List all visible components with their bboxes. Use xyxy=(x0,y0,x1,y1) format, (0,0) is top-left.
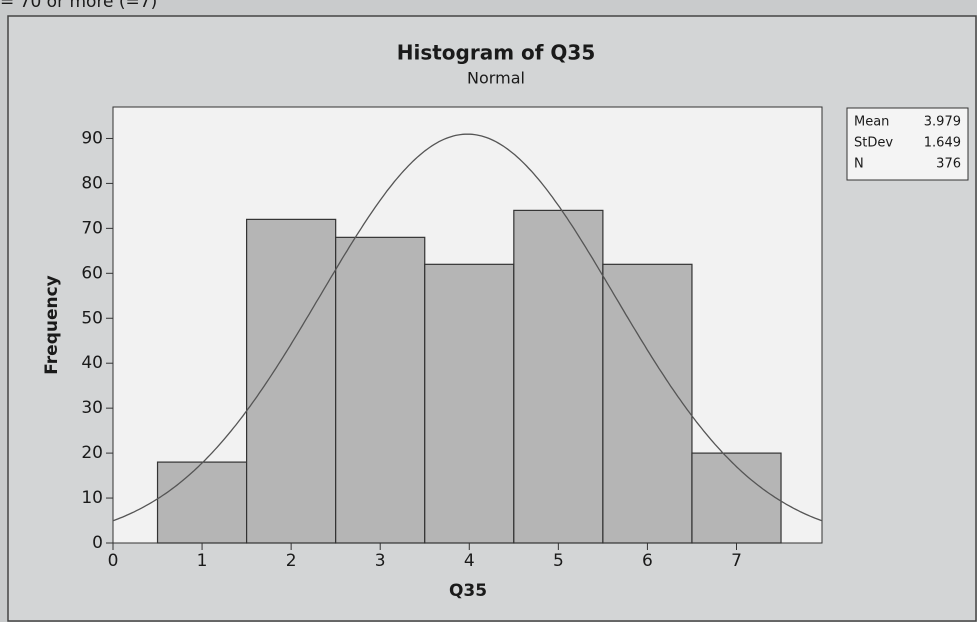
y-tick-label: 40 xyxy=(81,353,103,373)
y-tick-label: 80 xyxy=(81,173,103,193)
bar xyxy=(513,209,604,544)
stat-label: Mean xyxy=(854,115,889,130)
chart-subtitle: Normal xyxy=(467,69,525,88)
y-tick-label: 70 xyxy=(81,218,103,238)
y-tick-label: 20 xyxy=(81,443,103,463)
bar xyxy=(246,218,337,544)
y-tick-label: 50 xyxy=(81,308,103,328)
y-tick-label: 30 xyxy=(81,398,103,418)
page-text: = 70 or more (=7) xyxy=(0,0,157,12)
bar xyxy=(335,236,426,544)
y-tick-label: 0 xyxy=(92,533,103,553)
y-tick-label: 10 xyxy=(81,488,103,508)
stats-box xyxy=(846,107,969,181)
stat-value: 3.979 xyxy=(924,115,961,130)
stat-value: 1.649 xyxy=(924,136,961,151)
bar xyxy=(691,452,782,544)
x-tick-label: 4 xyxy=(464,551,475,571)
y-axis-label: Frequency xyxy=(42,275,62,375)
stat-label: N xyxy=(854,157,864,172)
fit-curve xyxy=(112,133,823,522)
bar xyxy=(602,263,693,544)
bar xyxy=(424,263,515,544)
y-tick-label: 60 xyxy=(81,263,103,283)
bar xyxy=(156,461,248,544)
stat-value: 376 xyxy=(936,157,961,172)
x-tick-label: 6 xyxy=(642,551,653,571)
x-axis-label: Q35 xyxy=(449,581,487,601)
x-tick-label: 1 xyxy=(197,551,208,571)
stat-label: StDev xyxy=(854,136,893,151)
x-tick-label: 3 xyxy=(375,551,386,571)
x-tick-label: 2 xyxy=(286,551,297,571)
chart-title: Histogram of Q35 xyxy=(397,41,596,65)
x-tick-label: 5 xyxy=(553,551,564,571)
y-tick-label: 90 xyxy=(81,128,103,148)
x-tick-label: 7 xyxy=(731,551,742,571)
x-tick-label: 0 xyxy=(108,551,119,571)
